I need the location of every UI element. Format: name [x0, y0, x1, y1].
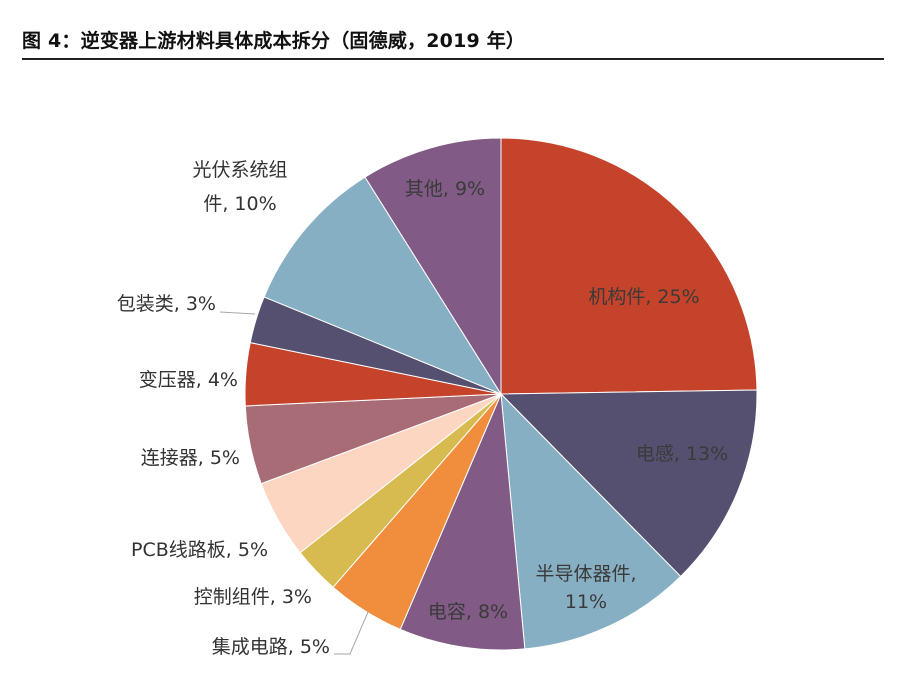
title-divider [22, 58, 884, 60]
pie-slice-11 [263, 176, 503, 396]
pie-slice-4 [399, 393, 526, 651]
slice-label-4: 电容, 8% [428, 601, 508, 623]
pie-slice-2 [499, 389, 758, 578]
slice-label-1: 机构件, 25% [588, 286, 699, 308]
slice-label-6: 控制组件, 3% [194, 586, 312, 608]
slice-label-5: 集成电路, 5% [212, 636, 330, 658]
slice-label-11: 光伏系统组件, 10% [192, 159, 287, 215]
slice-label-3: 半导体器件, 11% [535, 563, 636, 613]
slice-label-7: PCB线路板, 5% [131, 539, 268, 561]
slice-label-2: 电感, 13% [636, 443, 728, 465]
slice-label-12: 其他, 9% [405, 178, 485, 200]
chart-title: 图 4：逆变器上游材料具体成本拆分（固德威，2019 年） [22, 30, 526, 52]
slice-label-8: 连接器, 5% [141, 447, 240, 469]
pie-slice-12 [364, 137, 502, 396]
pie-slice-3 [500, 392, 682, 650]
slice-label-10: 包装类, 3% [117, 293, 216, 315]
pie-slice-1 [500, 137, 758, 395]
leader-line-10 [219, 311, 256, 315]
leader-line-5 [334, 611, 369, 655]
slice-label-9: 变压器, 4% [139, 369, 238, 391]
